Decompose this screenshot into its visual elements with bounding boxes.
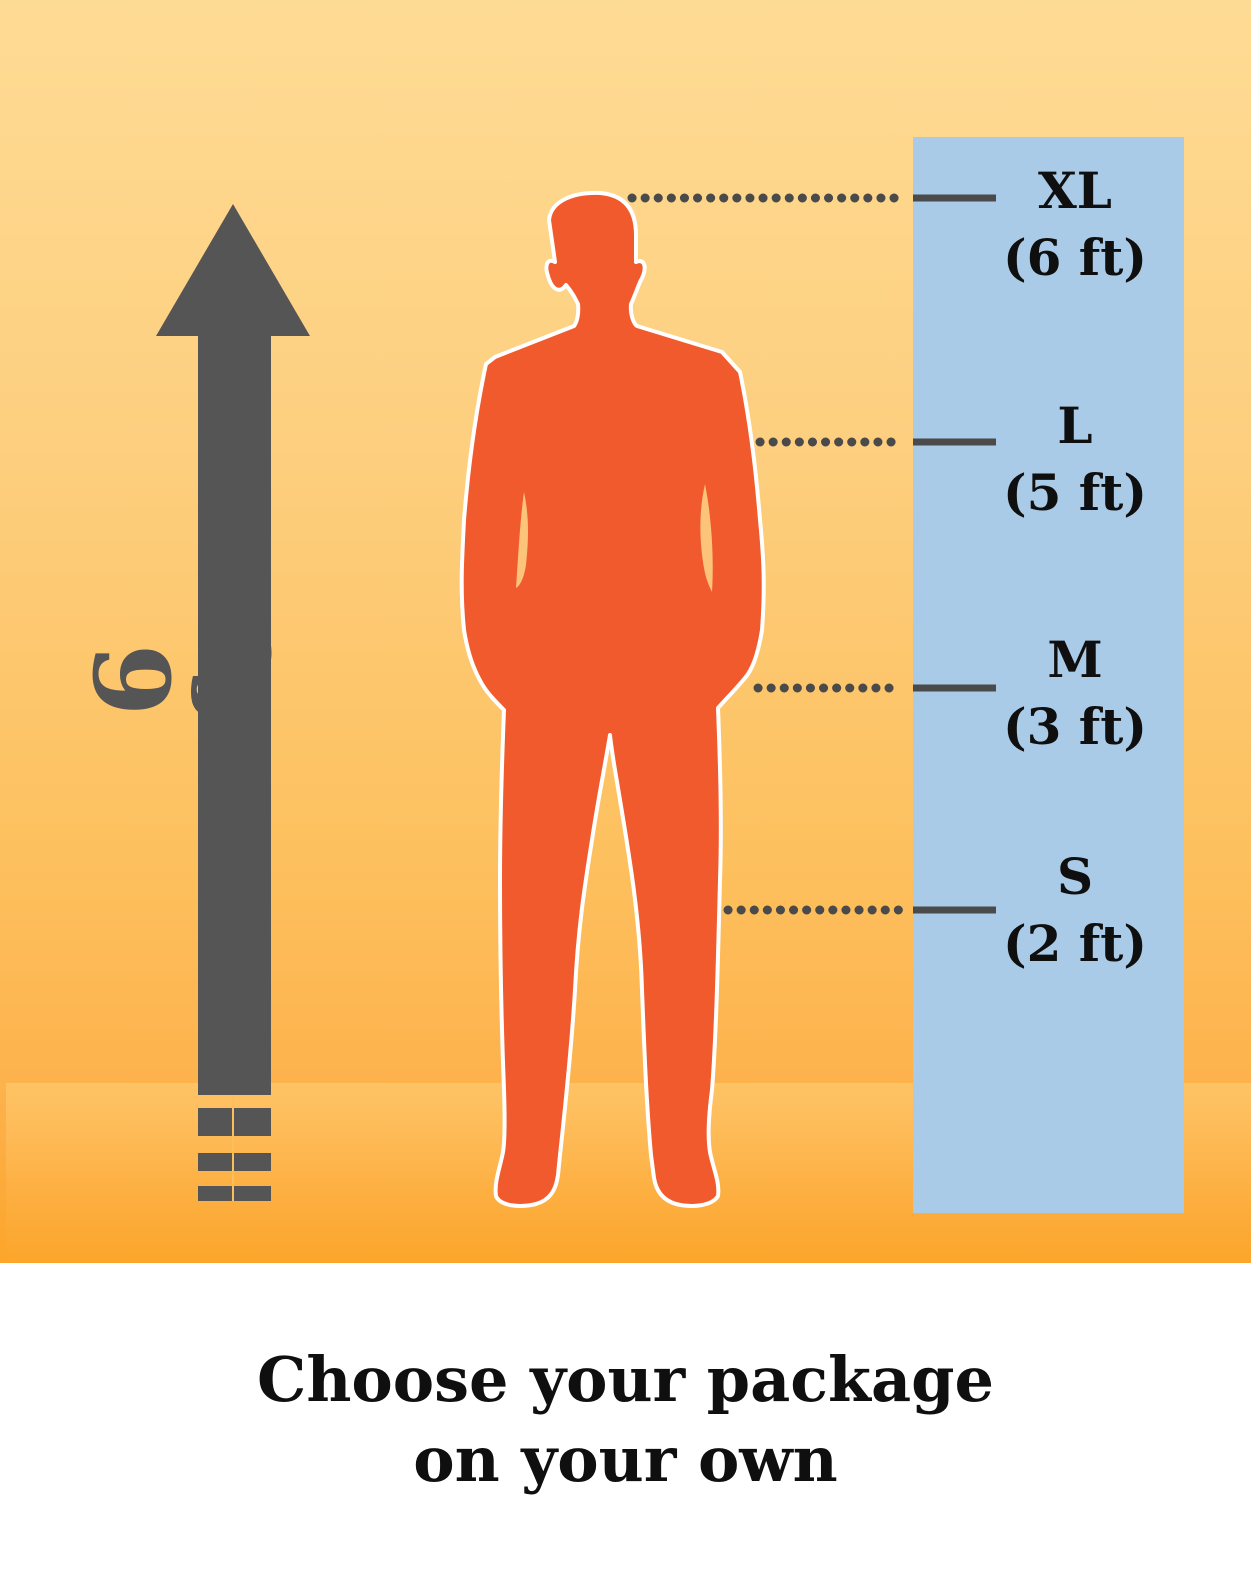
size-height: (6 ft) bbox=[1002, 228, 1148, 287]
person-silhouette-icon bbox=[459, 190, 766, 1208]
arrow-tail-stripe bbox=[198, 1153, 271, 1171]
size-height: (3 ft) bbox=[1002, 697, 1148, 756]
size-code: M bbox=[1047, 630, 1103, 689]
size-code: L bbox=[1057, 396, 1093, 455]
right-hand-pocket bbox=[700, 484, 713, 592]
size-leaders bbox=[627, 193, 996, 915]
arrow-tail-stripe bbox=[198, 1108, 271, 1136]
left-hand-pocket bbox=[516, 492, 528, 588]
caption-line-2: on your own bbox=[413, 1423, 838, 1496]
arrow-shaft bbox=[198, 335, 271, 1095]
size-height: (5 ft) bbox=[1002, 463, 1148, 522]
size-label-xl: XL (6 ft) bbox=[995, 157, 1155, 291]
size-label-l: L (5 ft) bbox=[995, 392, 1155, 526]
size-code: XL bbox=[1038, 161, 1112, 220]
arrow-head bbox=[156, 204, 310, 336]
size-panel bbox=[913, 137, 1184, 1213]
size-height: (2 ft) bbox=[1002, 914, 1148, 973]
caption-line-1: Choose your package bbox=[257, 1343, 994, 1416]
arrow-tail-stripe bbox=[198, 1186, 271, 1201]
size-label-s: S (2 ft) bbox=[995, 843, 1155, 977]
caption: Choose your package on your own bbox=[0, 1340, 1251, 1500]
height-axis-label: 6 ft bbox=[72, 633, 295, 727]
size-label-m: M (3 ft) bbox=[995, 626, 1155, 760]
height-arrow-icon bbox=[156, 204, 310, 1201]
size-code: S bbox=[1056, 847, 1094, 906]
diagram-graphics bbox=[156, 190, 996, 1208]
